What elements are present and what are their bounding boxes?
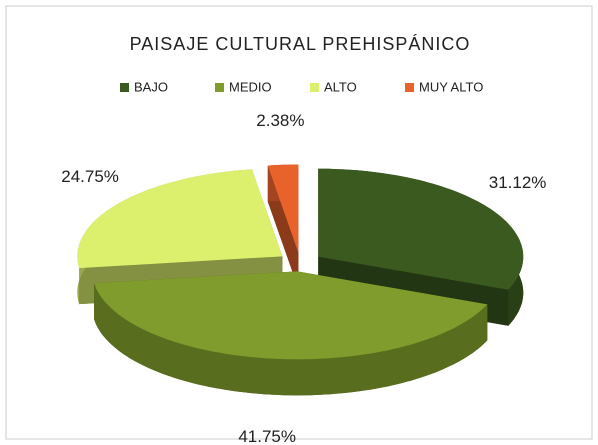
slice-top — [267, 164, 299, 253]
legend-label: BAJO — [134, 79, 168, 94]
legend-label: MEDIO — [229, 79, 272, 94]
slice — [94, 271, 488, 396]
slice — [267, 164, 299, 289]
legend-swatch — [405, 83, 414, 92]
legend-swatch — [310, 83, 319, 92]
slice-top — [77, 169, 283, 269]
data-label: 24.75% — [61, 167, 119, 186]
slice-top — [318, 168, 524, 290]
chart-title: PAISAJE CULTURAL PREHISPÁNICO — [130, 34, 471, 54]
legend-label: MUY ALTO — [419, 79, 483, 94]
data-label: 31.12% — [489, 173, 547, 192]
legend-label: ALTO — [324, 79, 357, 94]
slice-top — [94, 271, 488, 360]
data-label: 2.38% — [256, 111, 304, 130]
data-label: 41.75% — [238, 427, 296, 445]
legend-swatch — [215, 83, 224, 92]
slice-wall — [94, 283, 488, 396]
legend-swatch — [120, 83, 129, 92]
